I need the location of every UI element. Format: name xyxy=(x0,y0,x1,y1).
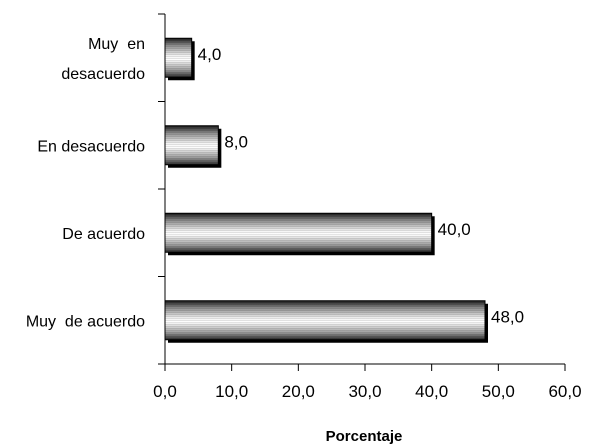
category-label: Muy en xyxy=(88,36,145,53)
category-label: De acuerdo xyxy=(62,226,145,243)
data-label: 4,0 xyxy=(198,45,222,64)
x-tick-label: 0,0 xyxy=(153,382,177,401)
labels: 0,0 10,0 20,0 30,0 40,0 50,0 60,0 4,0 Muy en desa… xyxy=(26,36,582,401)
x-tick-label: 60,0 xyxy=(548,382,581,401)
bars xyxy=(164,37,488,343)
x-tick-label: 50,0 xyxy=(482,382,515,401)
category-label: Muy de acuerdo xyxy=(26,313,145,330)
x-tick-label: 10,0 xyxy=(215,382,248,401)
bar-texture xyxy=(165,38,192,78)
data-label: 40,0 xyxy=(438,220,471,239)
bar-texture xyxy=(165,213,432,253)
data-label: 48,0 xyxy=(491,307,524,326)
bar-texture xyxy=(165,300,485,340)
category-label: desacuerdo xyxy=(61,66,145,83)
x-tick-label: 30,0 xyxy=(348,382,381,401)
category-label: En desacuerdo xyxy=(37,138,145,155)
bar-texture xyxy=(165,125,219,165)
x-axis-title: Porcentaje xyxy=(326,428,403,445)
data-label: 8,0 xyxy=(224,132,248,151)
x-tick-label: 40,0 xyxy=(415,382,448,401)
x-tick-label: 20,0 xyxy=(282,382,315,401)
